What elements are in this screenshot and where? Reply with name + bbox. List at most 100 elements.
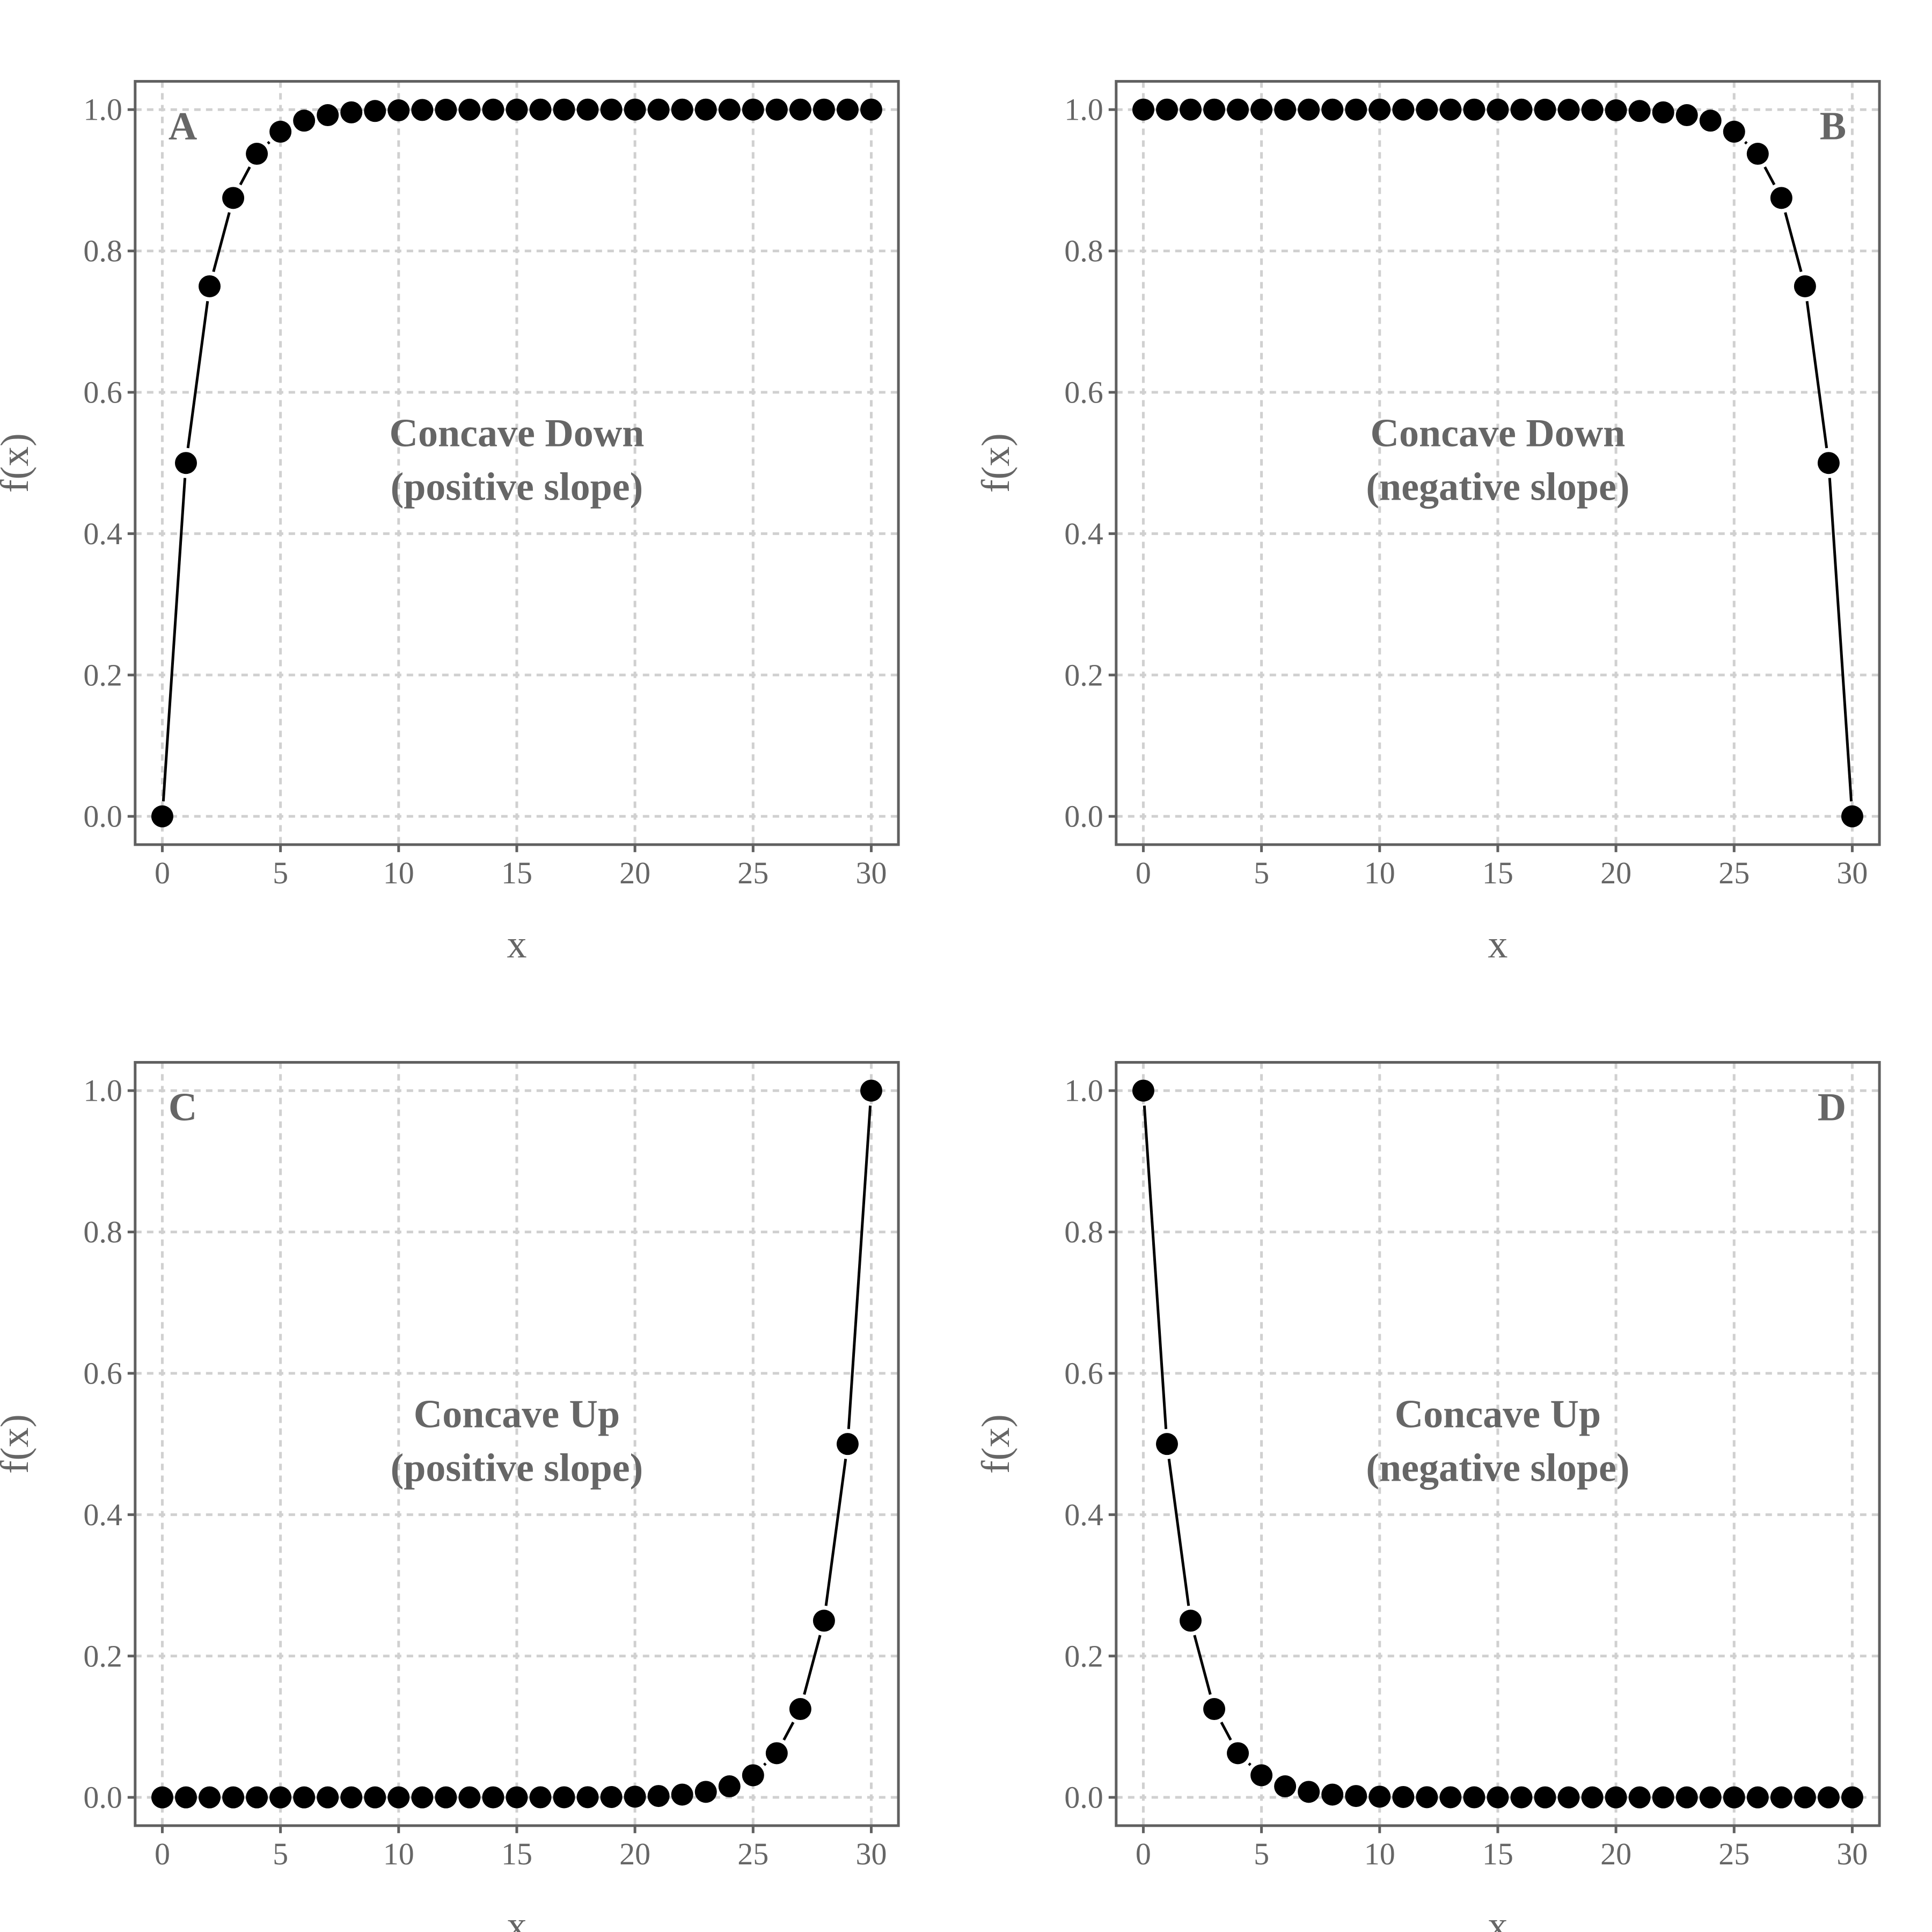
data-point bbox=[600, 1785, 623, 1808]
x-axis-title: x bbox=[507, 1904, 526, 1932]
x-tick-label: 20 bbox=[619, 855, 650, 890]
panel-d: 0 5 10 15 20 25 30 0.0 0.2 0.4 0.6 0.8 1.0 x f(x) D Conc… bbox=[974, 1061, 1881, 1932]
annotation-line: Concave Down bbox=[390, 412, 645, 456]
data-point bbox=[1841, 805, 1863, 828]
data-point bbox=[506, 1786, 528, 1809]
data-point bbox=[694, 1781, 717, 1803]
series-line-segment bbox=[763, 1762, 767, 1766]
panel-annotation: Concave Up (negative slope) bbox=[1366, 1393, 1629, 1490]
data-point bbox=[1487, 1786, 1509, 1809]
data-point bbox=[340, 101, 363, 123]
x-tick-label: 0 bbox=[1136, 855, 1151, 890]
data-point bbox=[671, 98, 693, 121]
data-point bbox=[1345, 1785, 1367, 1807]
y-tick-label: 0.8 bbox=[83, 1214, 122, 1249]
series-line-segment bbox=[803, 1635, 822, 1695]
series-line-segment bbox=[847, 1105, 872, 1429]
data-point bbox=[671, 1783, 693, 1806]
series-line-segment bbox=[239, 166, 251, 186]
data-point bbox=[1227, 98, 1249, 121]
data-point bbox=[576, 1786, 599, 1809]
data-point bbox=[1203, 1698, 1226, 1721]
y-tick-label: 0.0 bbox=[1064, 799, 1103, 834]
x-tick-label: 5 bbox=[273, 1836, 288, 1871]
data-point bbox=[1179, 98, 1202, 121]
series-line-segment bbox=[1744, 141, 1748, 145]
annotation-line: Concave Up bbox=[1395, 1393, 1601, 1437]
y-tick-label: 0.8 bbox=[83, 233, 122, 268]
x-tick-label: 20 bbox=[619, 1836, 650, 1871]
series-line-segment bbox=[1143, 1105, 1168, 1429]
x-tick-label: 30 bbox=[1836, 855, 1868, 890]
data-point bbox=[269, 1786, 292, 1809]
series-line-segment bbox=[1167, 1459, 1190, 1606]
x-axis-title: x bbox=[507, 923, 526, 967]
data-point bbox=[1723, 1786, 1745, 1809]
data-point bbox=[317, 104, 339, 127]
annotation-line: Concave Down bbox=[1371, 412, 1626, 456]
data-point bbox=[1179, 1609, 1202, 1632]
series-line-segment bbox=[824, 1459, 847, 1606]
y-tick-label: 0.2 bbox=[83, 657, 122, 692]
data-point bbox=[1510, 98, 1533, 121]
data-point bbox=[1723, 120, 1745, 143]
data-point bbox=[529, 98, 552, 121]
data-point bbox=[1463, 1786, 1485, 1809]
data-point bbox=[1794, 275, 1816, 297]
x-tick-label: 15 bbox=[1482, 855, 1513, 890]
data-point bbox=[1581, 99, 1604, 121]
panel-letter: C bbox=[169, 1086, 197, 1130]
x-tick-label: 10 bbox=[383, 1836, 414, 1871]
y-tick-label: 0.4 bbox=[1064, 516, 1103, 551]
data-point bbox=[1321, 1783, 1344, 1806]
data-point bbox=[1321, 98, 1344, 121]
data-point bbox=[411, 99, 434, 121]
data-point bbox=[1298, 1781, 1320, 1803]
series-line-segment bbox=[1248, 1762, 1252, 1766]
data-point bbox=[1132, 1079, 1154, 1102]
data-point bbox=[1416, 98, 1438, 121]
panel-b: 0 5 10 15 20 25 30 0.0 0.2 0.4 0.6 0.8 1.0 x f(x) B Conc… bbox=[974, 80, 1881, 967]
series-line-segment bbox=[212, 212, 231, 273]
data-point bbox=[742, 98, 764, 121]
data-point bbox=[553, 98, 575, 121]
data-point bbox=[1605, 1786, 1627, 1809]
data-point bbox=[1368, 1785, 1391, 1808]
data-point bbox=[1794, 1786, 1816, 1809]
data-point bbox=[789, 98, 811, 121]
data-point bbox=[506, 98, 528, 121]
y-tick-label: 0.4 bbox=[83, 1497, 122, 1532]
data-point bbox=[411, 1786, 434, 1809]
y-tick-label: 0.6 bbox=[1064, 1356, 1103, 1391]
annotation-line: (positive slope) bbox=[391, 1446, 643, 1490]
data-point bbox=[1628, 100, 1651, 122]
data-point bbox=[1628, 1786, 1651, 1809]
data-point bbox=[1675, 1786, 1698, 1809]
series-line-segment bbox=[186, 301, 209, 449]
data-point bbox=[1155, 1433, 1178, 1455]
panel-annotation: Concave Up (positive slope) bbox=[391, 1393, 643, 1490]
data-point bbox=[1345, 98, 1367, 121]
y-tick-label: 0.0 bbox=[1064, 1780, 1103, 1815]
data-point bbox=[765, 1742, 788, 1765]
data-point bbox=[529, 1786, 552, 1809]
data-point bbox=[1392, 98, 1415, 121]
panel-frame bbox=[1115, 80, 1881, 846]
series-line-segment bbox=[267, 141, 270, 145]
data-point bbox=[553, 1786, 575, 1809]
data-point bbox=[1368, 98, 1391, 121]
panel-c: 0 5 10 15 20 25 30 0.0 0.2 0.4 0.6 0.8 1.0 x f(x) C Conc… bbox=[0, 1061, 900, 1932]
data-point bbox=[647, 1785, 670, 1807]
x-tick-label: 5 bbox=[1254, 855, 1269, 890]
data-point bbox=[482, 98, 504, 121]
data-point bbox=[789, 1698, 811, 1721]
data-point bbox=[435, 99, 457, 121]
data-point bbox=[199, 1786, 221, 1809]
data-point bbox=[1557, 99, 1580, 121]
data-point bbox=[718, 1775, 741, 1798]
x-tick-label: 15 bbox=[1482, 1836, 1513, 1871]
x-tick-label: 20 bbox=[1600, 855, 1631, 890]
data-point bbox=[482, 1786, 504, 1809]
data-point bbox=[1746, 143, 1769, 165]
data-point bbox=[1510, 1786, 1533, 1809]
